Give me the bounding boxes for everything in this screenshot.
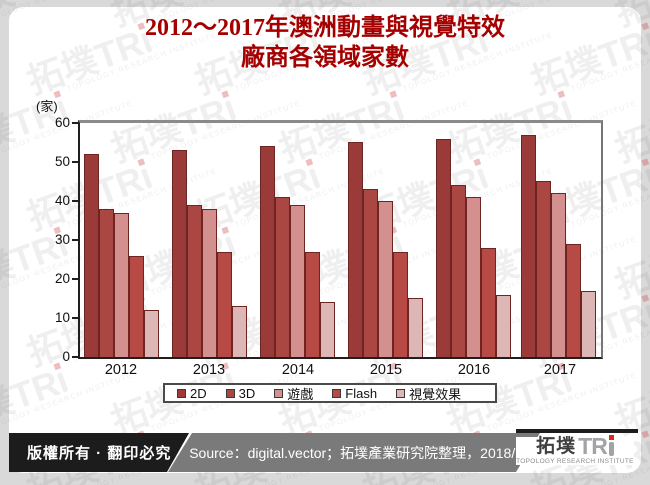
bar-視覺效果-2012 (144, 310, 159, 357)
tri-logo-wordmark: 拓墣 TR (516, 433, 634, 459)
y-tick-mark-60 (72, 122, 78, 124)
y-tick-label-50: 50 (54, 154, 70, 169)
bar-Flash-2015 (393, 252, 408, 357)
bar-2D-2014 (260, 146, 275, 357)
bar-2D-2012 (84, 154, 99, 357)
bar-Flash-2014 (305, 252, 320, 357)
tri-logo-latin: TR (578, 433, 608, 459)
legend-item-3D: 3D (225, 385, 256, 401)
source-ribbon: Source：digital.vector；拓墣產業研究院整理，2018/10 (168, 433, 540, 472)
bar-Flash-2016 (481, 248, 496, 357)
bar-3D-2015 (363, 189, 378, 357)
tri-logo: 拓墣 TR TOPOLOGY RESEARCH INSTITUTE (516, 433, 634, 465)
bar-3D-2014 (275, 197, 290, 357)
bar-3D-2017 (536, 181, 551, 357)
bar-group-2015 (348, 142, 423, 357)
y-tick-label-60: 60 (54, 115, 70, 130)
bar-遊戲-2017 (551, 193, 566, 357)
y-tick-label-40: 40 (54, 193, 70, 208)
bar-視覺效果-2016 (496, 295, 511, 357)
bar-group-2016 (436, 139, 511, 357)
tri-logo-i-icon (608, 435, 614, 456)
copyright-text: 版權所有 · 翻印必究 (27, 445, 172, 462)
chart-title: 2012～2017年澳洲動畫與視覺特效 廠商各領域家數 (0, 13, 650, 73)
bar-3D-2012 (99, 209, 114, 357)
x-tick-label-2016: 2016 (457, 362, 491, 378)
legend-swatch-icon (396, 388, 406, 398)
y-axis-unit-label: (家) (36, 99, 58, 114)
legend-label: 3D (238, 385, 256, 401)
y-tick-label-20: 20 (54, 271, 70, 286)
bar-視覺效果-2013 (232, 306, 247, 357)
legend-swatch-icon (274, 388, 284, 398)
copyright-ribbon: 版權所有 · 翻印必究 (9, 433, 189, 472)
bar-遊戲-2016 (466, 197, 481, 357)
legend-swatch-icon (225, 388, 235, 398)
legend-label: Flash (345, 385, 378, 401)
chart-title-line2: 廠商各領域家數 (241, 45, 409, 71)
x-tick-label-2015: 2015 (369, 362, 403, 378)
y-tick-label-10: 10 (54, 310, 70, 325)
bar-2D-2016 (436, 139, 451, 357)
legend-item-Flash: Flash (332, 386, 377, 401)
y-tick-mark-0 (72, 356, 78, 358)
y-tick-mark-50 (72, 161, 78, 163)
x-tick-label-2013: 2013 (192, 362, 226, 378)
bar-視覺效果-2017 (581, 291, 596, 357)
bar-group-2012 (84, 154, 159, 357)
bar-2D-2015 (348, 142, 363, 357)
legend-label: 2D (190, 385, 207, 401)
bar-group-2014 (260, 146, 335, 357)
bar-遊戲-2012 (114, 213, 129, 357)
y-tick-mark-20 (72, 278, 78, 280)
bar-2D-2017 (521, 135, 536, 357)
legend-item-遊戲: 遊戲 (274, 384, 313, 403)
legend: 2D 3D 遊戲 Flash 視覺效果 (163, 383, 497, 403)
bar-Flash-2012 (129, 256, 144, 357)
legend-label: 視覺效果 (409, 386, 462, 402)
y-tick-mark-40 (72, 200, 78, 202)
bar-3D-2013 (187, 205, 202, 357)
y-tick-label-0: 0 (62, 349, 70, 364)
source-text: Source：digital.vector；拓墣產業研究院整理，2018/10 (189, 444, 531, 461)
bar-group-2017 (521, 135, 596, 357)
x-tick-label-2012: 2012 (104, 362, 138, 378)
bar-遊戲-2015 (378, 201, 393, 357)
legend-item-2D: 2D (177, 386, 207, 401)
legend-item-視覺效果: 視覺效果 (396, 384, 461, 403)
bar-視覺效果-2014 (320, 302, 335, 357)
tri-logo-cjk: 拓墣 (536, 436, 577, 457)
bar-group-2013 (172, 150, 247, 357)
bar-Flash-2013 (217, 252, 232, 357)
plot-area (78, 120, 603, 359)
bar-遊戲-2014 (290, 205, 305, 357)
bar-Flash-2017 (566, 244, 581, 357)
legend-swatch-icon (332, 388, 342, 398)
y-tick-label-30: 30 (54, 232, 70, 247)
x-tick-label-2014: 2014 (281, 362, 315, 378)
y-tick-mark-10 (72, 317, 78, 319)
bar-2D-2013 (172, 150, 187, 357)
bar-3D-2016 (451, 185, 466, 357)
bar-遊戲-2013 (202, 209, 217, 357)
chart-title-line1: 2012～2017年澳洲動畫與視覺特效 (145, 15, 505, 41)
footer-divider (516, 429, 638, 433)
tri-logo-subtext: TOPOLOGY RESEARCH INSTITUTE (516, 458, 634, 465)
bar-視覺效果-2015 (408, 298, 423, 357)
legend-label: 遊戲 (287, 386, 314, 402)
x-tick-label-2017: 2017 (543, 362, 577, 378)
legend-swatch-icon (177, 388, 186, 398)
y-tick-mark-30 (72, 239, 78, 241)
